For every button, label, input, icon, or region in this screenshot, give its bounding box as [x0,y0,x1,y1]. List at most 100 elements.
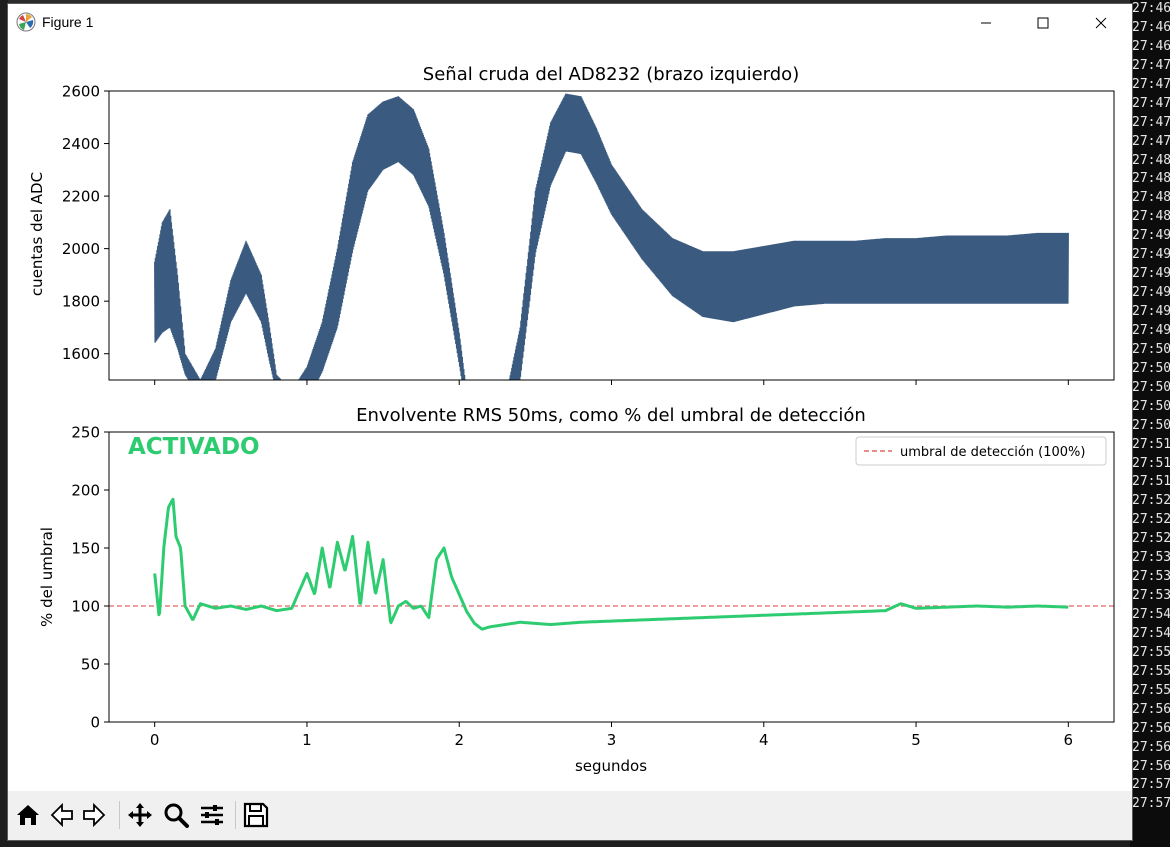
terminal-line: 27:47 [1132,95,1170,111]
pan-icon [128,803,152,827]
terminal-line: 27:51 [1132,455,1170,471]
chart-2-legend: umbral de detección (100%) [855,436,1107,466]
activated-label: ACTIVADO [128,434,260,460]
terminal-line: 27:56 [1132,701,1170,717]
minimize-icon [981,22,991,23]
y-tick-label: 1800 [62,293,100,311]
chart-1-ylabel: cuentas del ADC [28,172,46,296]
terminal-line: 27:56 [1132,758,1170,774]
toolbar-separator [235,801,236,829]
chart-1-plot-region [154,93,1069,380]
close-icon [1095,17,1107,28]
x-tick-label: 2 [454,731,464,749]
terminal-line: 27:54 [1132,607,1170,622]
terminal-line: 27:52 [1132,531,1170,547]
x-tick-label: 3 [607,731,617,749]
figure-canvas[interactable]: Señal cruda del AD8232 (brazo izquierdo)… [8,41,1132,791]
terminal-line: 27:49 [1132,304,1170,319]
y-tick-label: 2000 [62,240,100,258]
terminal-line: 27:57 [1132,796,1170,812]
y-tick-label: 2200 [62,188,100,206]
back-button[interactable] [46,799,78,831]
maximize-icon [1037,17,1049,28]
terminal-line: 27:48 [1132,152,1170,168]
raw-signal-line [154,93,1069,380]
y-tick-label: 250 [71,424,100,442]
terminal-line: 27:55 [1132,682,1170,698]
maximize-button[interactable] [1020,4,1066,41]
save-button[interactable] [240,799,272,831]
toolbar-separator [119,801,120,829]
terminal-line: 27:49 [1132,247,1170,263]
y-tick-label: 2600 [62,83,100,101]
close-button[interactable] [1078,4,1124,41]
terminal-line: 27:51 [1132,436,1170,452]
terminal-line: 27:50 [1132,398,1170,414]
terminal-line: 27:50 [1132,379,1170,395]
y-tick-label: 2400 [62,135,100,153]
terminal-line: 27:50 [1132,341,1170,357]
terminal-line: 27:55 [1132,663,1170,679]
terminal-line: 27:46 [1132,1,1170,16]
terminal-line: 27:57 [1132,777,1170,793]
terminal-line: 27:47 [1132,76,1170,92]
terminal-line: 27:48 [1132,171,1170,187]
terminal-line: 27:53 [1132,588,1170,604]
background-terminal: 27:46 27:46 27:46 27:47 27:47 27:47 27:47 27:47… [1130,0,1170,847]
window-title: Figure 1 [42,14,94,30]
y-tick-label: 100 [71,598,100,616]
terminal-line: 27:54 [1132,625,1170,641]
terminal-line: 27:49 [1132,228,1170,244]
configure-subplots-button[interactable] [196,799,228,831]
terminal-line: 27:52 [1132,512,1170,528]
terminal-line: 27:50 [1132,417,1170,433]
terminal-line: 27:56 [1132,739,1170,755]
chart-2-axes: 0 50 100 150 200 250 0 1 2 3 4 5 6 [71,424,1115,749]
chart-2-plot-region [109,497,1114,631]
title-bar[interactable]: Figure 1 [8,4,1132,41]
x-tick-label: 4 [759,731,769,749]
x-tick-label: 1 [302,731,312,749]
home-icon [17,805,39,825]
chart-1-axes: 1600 1800 2000 2200 2400 2600 [62,83,1115,385]
terminal-line: 27:51 [1132,474,1170,490]
matplotlib-logo-icon [16,12,36,32]
background-editor [0,0,8,847]
terminal-line: 27:47 [1132,57,1170,73]
terminal-line: 27:48 [1132,190,1170,206]
terminal-line: 27:49 [1132,266,1170,282]
y-tick-label: 0 [90,714,100,732]
y-tick-label: 200 [71,482,100,500]
rms-envelope-line [153,497,1070,631]
x-tick-label: 0 [150,731,160,749]
legend-threshold-label: umbral de detección (100%) [900,445,1085,460]
minimize-button[interactable] [963,4,1009,41]
terminal-line: 27:49 [1132,322,1170,338]
y-tick-label: 1600 [62,345,100,363]
figure-svg: Señal cruda del AD8232 (brazo izquierdo)… [28,64,1115,775]
terminal-line: 27:47 [1132,114,1170,130]
zoom-button[interactable] [160,799,192,831]
navigation-toolbar [8,791,1132,840]
y-tick-label: 150 [71,540,100,558]
x-tick-label: 5 [911,731,921,749]
terminal-line: 27:48 [1132,209,1170,225]
x-tick-label: 6 [1064,731,1074,749]
pan-button[interactable] [124,799,156,831]
terminal-line: 27:56 [1132,720,1170,736]
figure-window: Figure 1 Señal cruda del AD8232 (brazo i… [8,4,1132,840]
terminal-line: 27:53 [1132,569,1170,585]
chart-2-ylabel: % del umbral [38,527,56,627]
terminal-line: 27:46 [1132,38,1170,54]
chart-2-title: Envolvente RMS 50ms, como % del umbral d… [356,405,866,426]
home-button[interactable] [12,799,44,831]
terminal-line: 27:53 [1132,550,1170,566]
terminal-line: 27:55 [1132,644,1170,660]
terminal-line: 27:47 [1132,133,1170,149]
terminal-line: 27:46 [1132,19,1170,35]
zoom-icon [164,803,189,828]
forward-button[interactable] [78,799,110,831]
save-icon [243,802,269,828]
configure-subplots-icon [201,805,223,825]
terminal-line: 27:52 [1132,493,1170,509]
